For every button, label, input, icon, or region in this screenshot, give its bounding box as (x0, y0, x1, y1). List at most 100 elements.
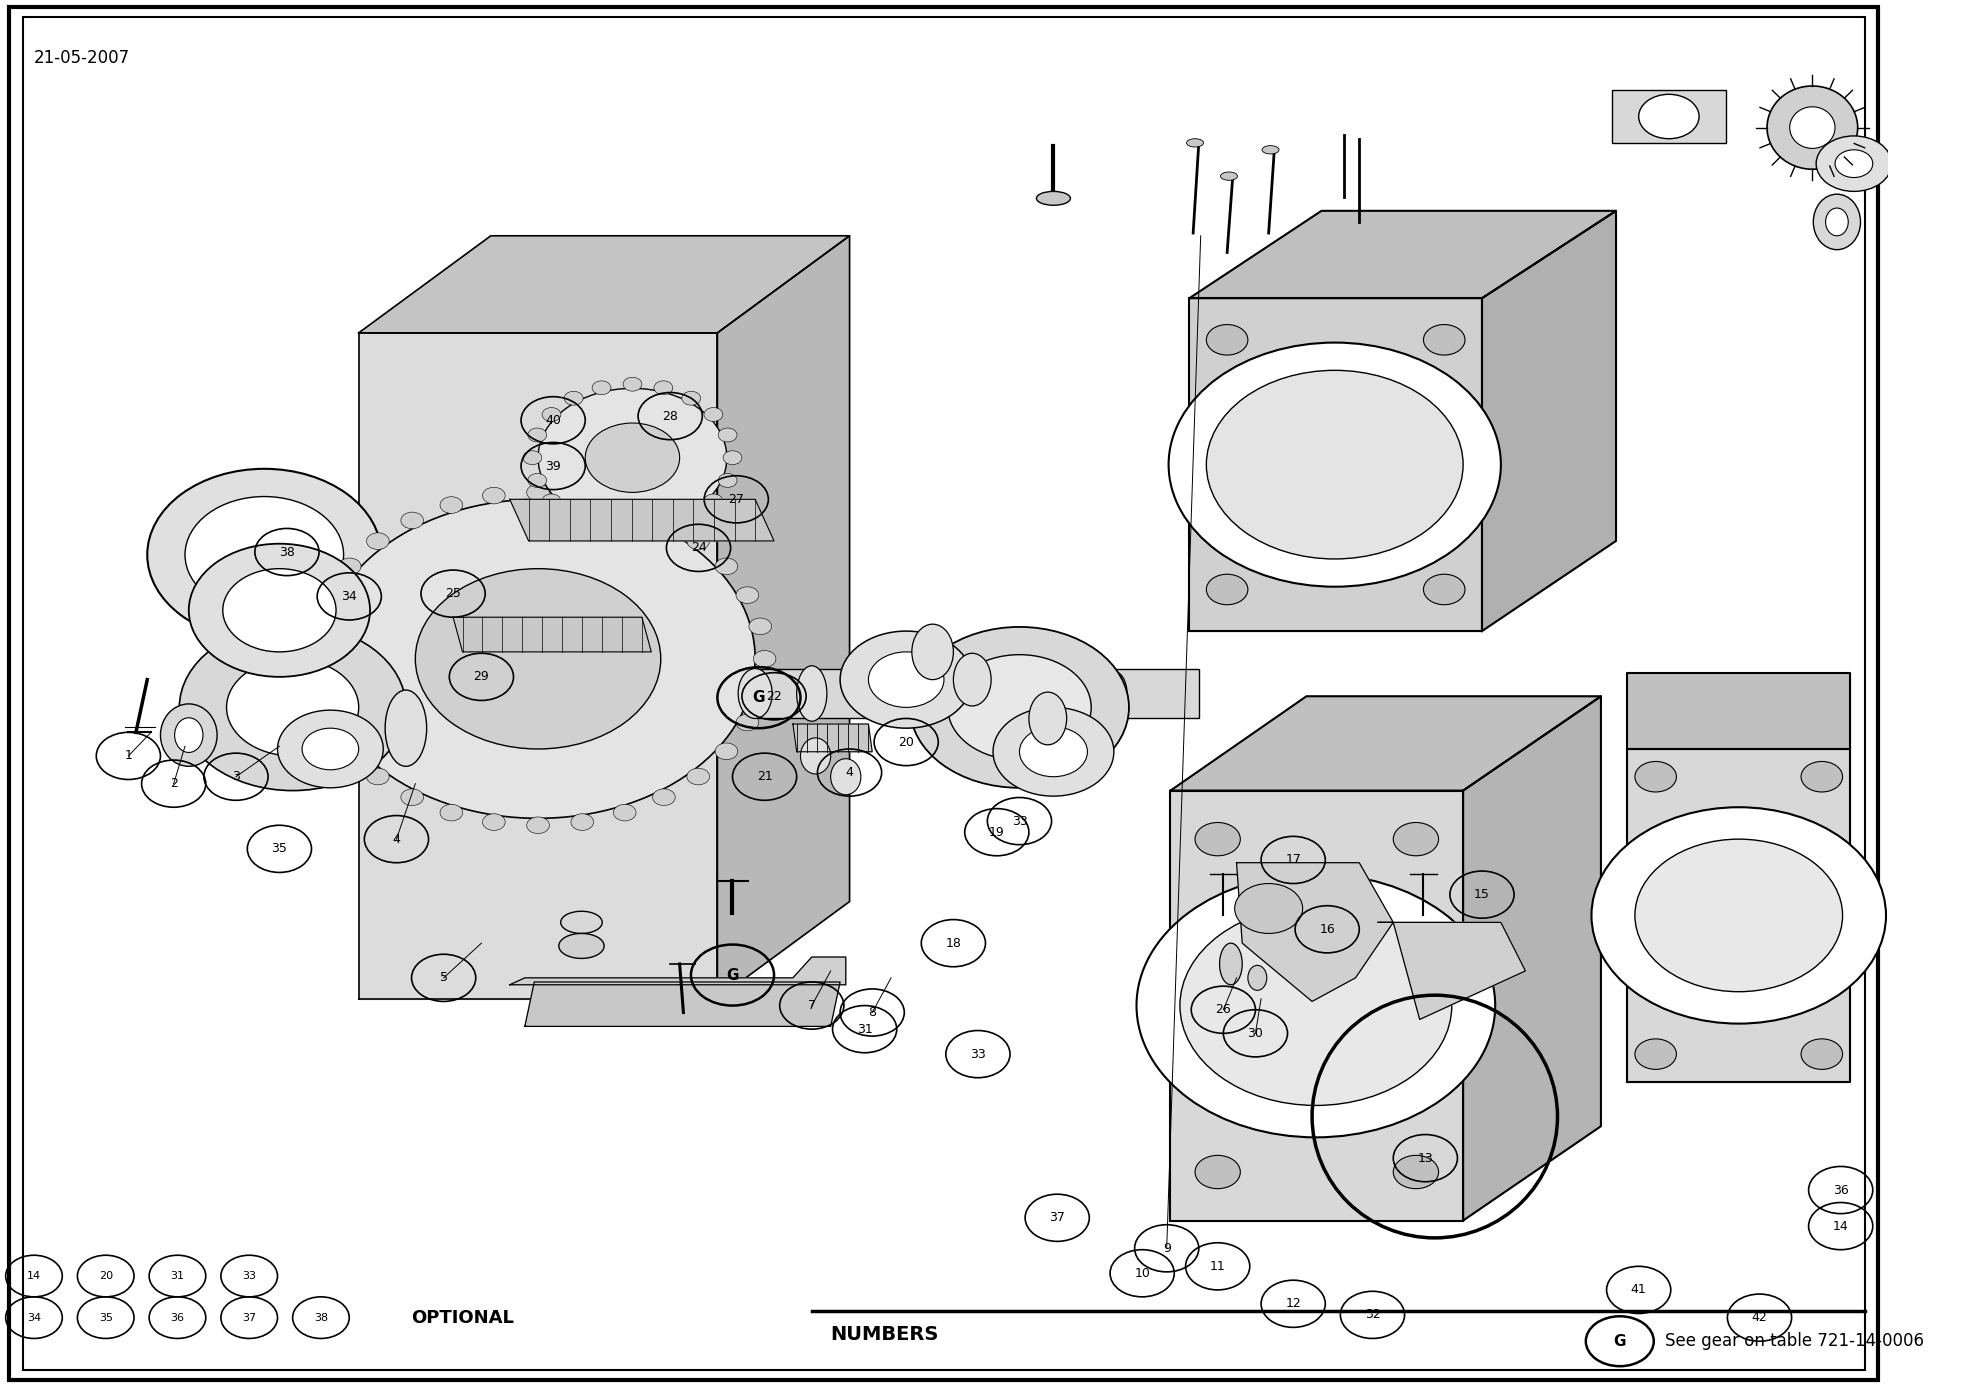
Circle shape (1816, 136, 1892, 191)
Text: 21: 21 (757, 770, 773, 784)
FancyBboxPatch shape (1613, 90, 1725, 143)
Circle shape (1206, 574, 1247, 605)
Polygon shape (1190, 298, 1481, 631)
Text: 24: 24 (690, 541, 706, 555)
Circle shape (317, 587, 340, 603)
Text: 39: 39 (545, 459, 561, 473)
Circle shape (539, 388, 728, 527)
Circle shape (1635, 1039, 1676, 1069)
Text: 38: 38 (315, 1312, 328, 1323)
Circle shape (948, 655, 1092, 760)
Text: 3: 3 (232, 770, 240, 784)
Ellipse shape (559, 933, 604, 958)
Text: 33: 33 (970, 1047, 985, 1061)
Circle shape (686, 533, 710, 549)
Text: 31: 31 (858, 1022, 873, 1036)
Text: 14: 14 (28, 1270, 41, 1282)
Ellipse shape (964, 663, 999, 724)
Circle shape (592, 381, 612, 395)
Text: 30: 30 (1247, 1026, 1263, 1040)
Polygon shape (793, 724, 871, 752)
Text: 10: 10 (1135, 1266, 1151, 1280)
Text: G: G (726, 968, 740, 982)
Text: G: G (1613, 1334, 1627, 1348)
Ellipse shape (386, 691, 427, 767)
Text: 19: 19 (989, 825, 1005, 839)
Circle shape (179, 624, 405, 791)
Circle shape (683, 510, 700, 524)
Polygon shape (1170, 696, 1601, 791)
Circle shape (1180, 906, 1452, 1105)
Circle shape (1137, 874, 1495, 1137)
Text: 4: 4 (393, 832, 401, 846)
Circle shape (527, 817, 549, 834)
Circle shape (570, 487, 594, 503)
Text: 29: 29 (474, 670, 490, 684)
Text: 38: 38 (279, 545, 295, 559)
Circle shape (716, 743, 738, 760)
Circle shape (305, 682, 327, 699)
Polygon shape (1627, 749, 1851, 1082)
Circle shape (401, 789, 423, 806)
Text: 33: 33 (242, 1270, 256, 1282)
Circle shape (1206, 325, 1247, 355)
Text: 20: 20 (899, 735, 915, 749)
Circle shape (1235, 884, 1302, 933)
Circle shape (527, 484, 549, 501)
Polygon shape (1170, 791, 1463, 1221)
Circle shape (683, 391, 700, 405)
Text: 20: 20 (98, 1270, 112, 1282)
Circle shape (441, 497, 462, 513)
Circle shape (753, 651, 775, 667)
Circle shape (716, 558, 738, 574)
Circle shape (303, 728, 358, 770)
Text: 36: 36 (171, 1312, 185, 1323)
Circle shape (523, 451, 541, 465)
Text: 34: 34 (28, 1312, 41, 1323)
Polygon shape (1190, 211, 1617, 298)
Ellipse shape (1102, 671, 1127, 716)
Circle shape (749, 682, 771, 699)
Ellipse shape (907, 659, 944, 728)
Circle shape (1802, 761, 1843, 792)
Ellipse shape (954, 653, 991, 706)
Circle shape (482, 814, 506, 831)
Circle shape (1019, 727, 1088, 777)
Circle shape (653, 520, 673, 534)
Circle shape (653, 381, 673, 395)
Circle shape (614, 804, 635, 821)
Ellipse shape (1247, 965, 1267, 990)
Circle shape (1424, 574, 1465, 605)
Polygon shape (718, 236, 850, 999)
Text: OPTIONAL: OPTIONAL (411, 1309, 515, 1326)
Text: 27: 27 (728, 492, 744, 506)
Circle shape (911, 627, 1129, 788)
Polygon shape (1463, 696, 1601, 1221)
Circle shape (1393, 1155, 1438, 1189)
Text: 16: 16 (1320, 922, 1336, 936)
Text: 7: 7 (808, 999, 816, 1013)
Circle shape (366, 768, 389, 785)
Circle shape (338, 558, 362, 574)
Circle shape (338, 743, 362, 760)
Text: 35: 35 (98, 1312, 112, 1323)
Circle shape (686, 768, 710, 785)
Circle shape (415, 569, 661, 749)
Text: 37: 37 (242, 1312, 256, 1323)
Text: 42: 42 (1753, 1311, 1768, 1325)
Circle shape (749, 619, 771, 635)
Circle shape (624, 524, 641, 538)
Circle shape (993, 707, 1113, 796)
Ellipse shape (913, 624, 954, 680)
Circle shape (1802, 1039, 1843, 1069)
Ellipse shape (1029, 692, 1066, 745)
Text: 37: 37 (1048, 1211, 1066, 1225)
Ellipse shape (1263, 146, 1279, 154)
Polygon shape (1237, 863, 1393, 1001)
Circle shape (586, 423, 681, 492)
Text: 34: 34 (342, 589, 358, 603)
Circle shape (840, 631, 972, 728)
Ellipse shape (1037, 191, 1070, 205)
Ellipse shape (161, 705, 216, 767)
Circle shape (321, 499, 755, 818)
